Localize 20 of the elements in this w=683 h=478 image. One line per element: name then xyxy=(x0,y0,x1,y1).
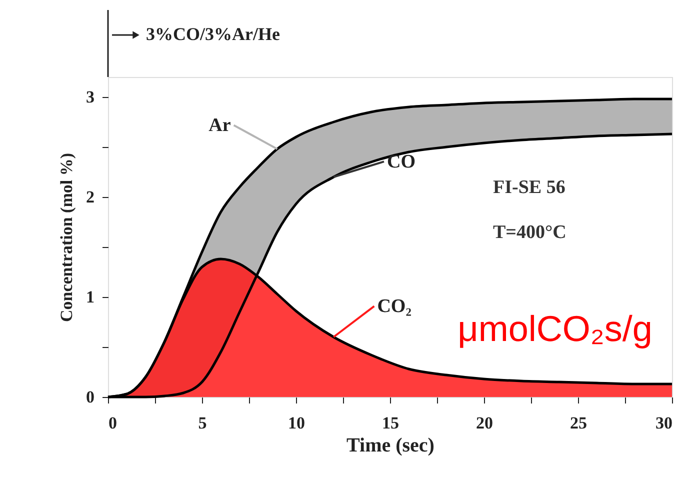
annotation: μmolCO₂s/g xyxy=(458,308,652,349)
series-label: CO₂ xyxy=(377,296,412,318)
series-label: CO xyxy=(387,152,416,173)
y-tick-label: 1 xyxy=(86,288,94,306)
x-tick-label: 30 xyxy=(656,414,672,432)
y-tick-label: 2 xyxy=(86,188,94,206)
x-tick-label: 15 xyxy=(382,414,399,432)
x-tick-label: 0 xyxy=(108,414,117,432)
x-axis-title: Time (sec) xyxy=(346,434,434,456)
text: 3%CO/3%Ar/He xyxy=(146,24,280,44)
y-axis-title: Concentration (mol %) xyxy=(57,152,76,322)
annotation: T=400°C xyxy=(493,222,566,243)
y-tick-label: 0 xyxy=(86,388,94,406)
y-tick-label: 3 xyxy=(86,88,94,106)
x-tick-label: 5 xyxy=(198,414,207,432)
legend-label: Ar xyxy=(208,115,232,136)
x-tick-label: 20 xyxy=(476,414,493,432)
annotation: FI-SE 56 xyxy=(493,177,566,198)
x-tick-label: 10 xyxy=(288,414,305,432)
x-tick-label: 25 xyxy=(570,414,587,432)
